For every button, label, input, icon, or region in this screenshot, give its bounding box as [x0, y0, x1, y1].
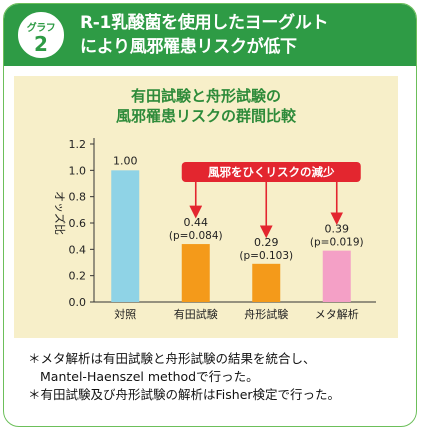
y-tick-label: 0.0	[69, 296, 87, 309]
y-tick-label: 1.0	[69, 164, 87, 177]
graph-badge: グラフ 2	[16, 10, 66, 60]
bar-3	[322, 250, 351, 302]
y-tick-label: 1.2	[69, 138, 87, 151]
value-label: 0.39	[325, 223, 350, 236]
y-tick-label: 0.8	[69, 191, 87, 204]
header-bar: グラフ 2 R-1乳酸菌を使用したヨーグルト により風邪罹患リスクが低下	[4, 4, 416, 66]
badge-number: 2	[34, 32, 48, 56]
chart-title-line1: 有田試験と舟形試験の	[130, 87, 281, 105]
bar-1	[181, 244, 210, 302]
y-tick-label: 0.6	[69, 217, 87, 230]
badge-label: グラフ	[26, 23, 56, 34]
x-tick-label: メタ解析	[315, 307, 359, 321]
value-label: 0.44	[184, 216, 209, 229]
header-title: R-1乳酸菌を使用したヨーグルト により風邪罹患リスクが低下	[80, 11, 410, 59]
x-tick-label: 舟形試験	[244, 307, 288, 321]
footnote-1: ＊メタ解析は有田試験と舟形試験の結果を統合し、	[28, 351, 316, 366]
bar-0	[111, 170, 140, 302]
footnote-2: ＊有田試験及び舟形試験の解析はFisher検定で行った。	[28, 387, 341, 402]
odds-ratio-bar-chart: 0.0 0.2 0.4 0.6 0.8 1.0 1.2 オッズ比 対照 1.00 有田試験 0.44…	[53, 138, 376, 321]
bar-2	[252, 263, 281, 302]
p-value-label: (p=0.103)	[239, 250, 293, 262]
callout-text: 風邪をひくリスクの減少	[208, 165, 335, 179]
footnote-1-cont: Mantel-Haenszel methodで行った。	[40, 369, 259, 384]
header-title-line1: R-1乳酸菌を使用したヨーグルト	[80, 13, 329, 33]
p-value-label: (p=0.019)	[310, 237, 364, 249]
chart-title: 有田試験と舟形試験の 風邪罹患リスクの群間比較	[14, 86, 398, 126]
callout-box	[181, 162, 361, 182]
y-axis-label: オッズ比	[53, 191, 67, 235]
value-label: 1.00	[113, 154, 138, 167]
p-value-label: (p=0.084)	[169, 230, 223, 242]
value-label: 0.29	[254, 236, 279, 249]
footnotes: ＊メタ解析は有田試験と舟形試験の結果を統合し、 Mantel-Haenszel …	[28, 350, 408, 404]
header-title-line2: により風邪罹患リスクが低下	[80, 37, 297, 57]
y-tick-label: 0.2	[69, 270, 87, 283]
y-tick-label: 0.4	[69, 243, 87, 256]
chart-title-line2: 風邪罹患リスクの群間比較	[115, 107, 296, 125]
x-tick-label: 有田試験	[174, 307, 218, 321]
x-tick-label: 対照	[114, 307, 136, 321]
